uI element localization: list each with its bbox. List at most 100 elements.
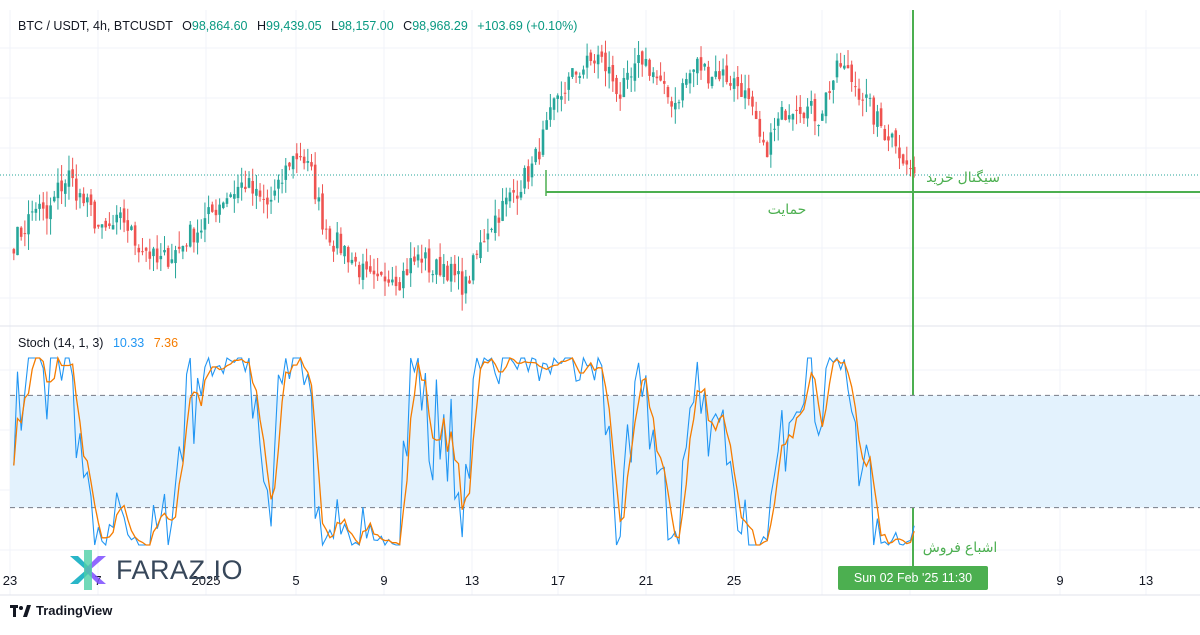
symbol-title[interactable]: BTC / USDT, 4h, BTCUSDT (18, 19, 173, 33)
candle-body (707, 66, 710, 84)
candle-body (196, 232, 199, 243)
candle-body (887, 136, 890, 141)
candle-body (898, 147, 901, 159)
candle-body (523, 167, 526, 189)
candle-body (49, 205, 52, 220)
candle-body (626, 72, 629, 80)
candle-body (475, 253, 479, 255)
low-label: L (331, 19, 339, 33)
candle-body (740, 83, 743, 97)
candle-body (188, 224, 192, 247)
candle-body (493, 215, 497, 233)
candle-body (747, 88, 751, 99)
candle-body (541, 129, 545, 155)
oversold-label: اشباع فروش (923, 539, 998, 556)
candle-body (383, 276, 387, 282)
stoch-d-line (13, 355, 915, 546)
candle-body (854, 86, 857, 88)
support-label: حمایت (768, 201, 807, 217)
candle-body (449, 263, 453, 282)
candle-body (629, 76, 633, 78)
candle-body (538, 151, 541, 160)
candle-body (655, 76, 659, 79)
candle-body (912, 166, 916, 174)
candle-body (479, 242, 482, 259)
candle-body (218, 204, 221, 215)
candle-body (229, 194, 232, 197)
candle-body (791, 114, 795, 120)
candle-body (765, 142, 769, 158)
candle-body (97, 224, 100, 227)
candle-body (758, 118, 762, 137)
candle-body (222, 202, 225, 208)
candle-body (618, 94, 622, 99)
tradingview-brand[interactable]: TradingView (10, 603, 112, 618)
candle-body (607, 66, 611, 74)
candle-body (126, 220, 130, 231)
stoch-label[interactable]: Stoch (14, 1, 3) (18, 336, 104, 350)
candle-body (280, 182, 284, 184)
candle-body (207, 207, 210, 215)
candle-body (251, 180, 254, 194)
high-label: H (256, 19, 267, 33)
candle-body (530, 163, 534, 178)
candle-body (89, 194, 93, 205)
candle-body (75, 178, 78, 201)
candle-body (181, 245, 185, 252)
candle-body (291, 156, 295, 170)
candle-body (637, 54, 640, 64)
candle-body (398, 282, 401, 291)
stoch-band (10, 395, 1200, 508)
candle-body (306, 161, 310, 163)
candle-body (111, 225, 115, 230)
candle-body (82, 193, 85, 204)
candle-body (640, 51, 644, 65)
close-value: 98,968.29 (412, 19, 468, 33)
candle-body (324, 228, 328, 230)
stoch-k-value: 10.33 (112, 336, 145, 350)
candle-body (604, 52, 607, 72)
candle-body (380, 271, 383, 275)
candle-body (651, 72, 655, 78)
candle-body (773, 128, 776, 130)
x-tick-label: 13 (1139, 573, 1153, 588)
candle-body (648, 59, 651, 76)
candle-body (732, 78, 736, 89)
candle-body (284, 165, 288, 180)
candle-body (685, 79, 688, 85)
candle-body (255, 188, 258, 196)
candle-body (879, 108, 883, 127)
tradingview-logo-icon (10, 604, 31, 617)
candle-body (751, 96, 754, 107)
candle-body (659, 75, 662, 81)
x-tick-label: 25 (727, 573, 741, 588)
candle-body (534, 148, 537, 163)
x-tick-label: 9 (1056, 573, 1063, 588)
low-value: 98,157.00 (338, 19, 394, 33)
candle-body (567, 76, 571, 90)
candle-body (416, 254, 420, 261)
candle-body (23, 233, 27, 235)
candle-body (872, 97, 876, 125)
candle-body (622, 77, 626, 98)
candle-body (321, 193, 324, 230)
candle-body (93, 201, 96, 229)
candle-body (718, 71, 721, 80)
candle-body (850, 64, 853, 83)
candle-body (27, 214, 30, 235)
faraz-logo-icon (70, 550, 106, 590)
candle-body (501, 200, 504, 221)
candle-body (813, 98, 817, 122)
candle-body (677, 102, 681, 104)
candle-body (144, 247, 148, 251)
candle-body (795, 109, 798, 111)
candle-body (515, 195, 519, 199)
candle-body (413, 256, 416, 262)
candle-body (729, 83, 732, 86)
candle-body (233, 194, 236, 199)
candle-body (754, 110, 758, 120)
candle-body (769, 132, 773, 155)
candle-body (266, 197, 269, 205)
